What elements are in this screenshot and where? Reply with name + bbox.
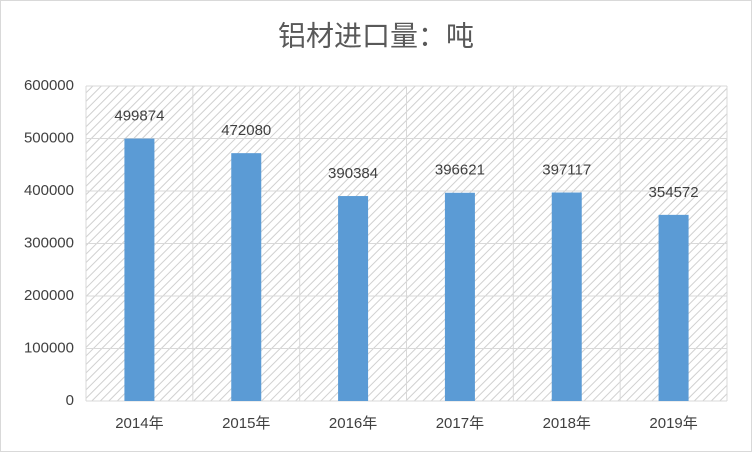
x-tick-label: 2017年 — [436, 415, 484, 432]
y-tick-label: 300000 — [24, 234, 74, 251]
data-label: 396621 — [435, 162, 485, 179]
data-label: 354572 — [649, 184, 699, 201]
data-label: 390384 — [328, 165, 378, 182]
x-tick-label: 2015年 — [222, 415, 270, 432]
bar — [338, 196, 369, 401]
x-tick-label: 2019年 — [649, 415, 697, 432]
y-tick-label: 200000 — [24, 287, 74, 304]
bar — [444, 192, 475, 401]
chart-title: 铝材进口量：吨 — [278, 20, 474, 51]
y-tick-label: 400000 — [24, 182, 74, 199]
y-tick-label: 600000 — [24, 77, 74, 94]
bar — [551, 192, 582, 401]
y-tick-label: 500000 — [24, 129, 74, 146]
y-tick-label: 0 — [66, 392, 74, 409]
data-label: 499874 — [114, 108, 164, 125]
x-tick-label: 2018年 — [543, 415, 591, 432]
bar — [124, 138, 155, 401]
data-label: 397117 — [542, 161, 591, 178]
bar — [231, 153, 262, 401]
bar — [658, 214, 689, 401]
data-label: 472080 — [221, 122, 271, 139]
y-tick-label: 100000 — [24, 339, 74, 356]
x-tick-label: 2014年 — [115, 415, 163, 432]
x-tick-label: 2016年 — [329, 415, 377, 432]
